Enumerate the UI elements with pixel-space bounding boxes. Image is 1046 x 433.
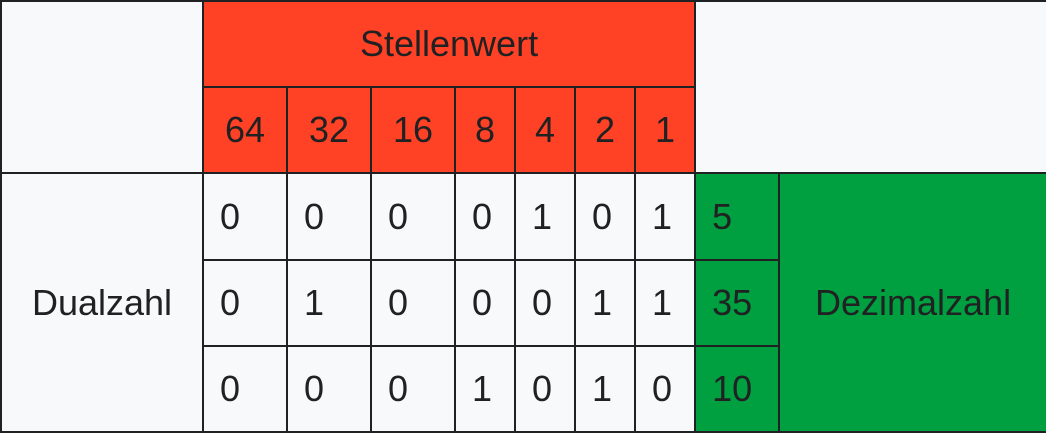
bit-cell: 0 [286, 345, 372, 433]
bit-cell: 0 [454, 172, 516, 261]
bit-cell: 0 [370, 259, 456, 347]
place-value-cell: 16 [370, 86, 456, 174]
place-value-cell: 64 [202, 86, 288, 174]
table-row: Dualzahl 0 0 0 0 1 0 1 5 Dezimalzahl [0, 172, 1046, 433]
bit-cell: 0 [574, 172, 636, 261]
bit-cell: 0 [514, 345, 576, 433]
empty-corner-right [694, 0, 1046, 174]
bit-cell: 1 [574, 345, 636, 433]
decimal-value-cell: 35 [694, 259, 781, 347]
bit-cell: 0 [633, 345, 697, 433]
decimal-value-cell: 5 [694, 172, 781, 261]
bit-cell: 0 [202, 345, 288, 433]
place-value-cell: 32 [286, 86, 372, 174]
table-row: 0 0 0 1 0 1 0 10 [1, 345, 1046, 433]
bit-cell: 0 [370, 345, 456, 433]
bit-cell: 0 [202, 259, 288, 347]
stellenwert-header: Stellenwert [201, 0, 697, 88]
bit-cell: 1 [633, 259, 697, 347]
dualzahl-label: Dualzahl [0, 172, 204, 433]
header-row-title: Stellenwert [0, 0, 1046, 174]
bit-cell: 1 [454, 345, 516, 433]
bit-cell: 0 [286, 172, 372, 261]
place-value-cell: 8 [454, 86, 516, 174]
place-value-cell: 2 [574, 86, 636, 174]
decimal-value-cell: 10 [694, 345, 781, 433]
bit-cell: 1 [633, 172, 697, 261]
table-row: 0 1 0 0 0 1 1 35 [1, 259, 1046, 347]
bit-cell: 1 [514, 172, 576, 261]
empty-corner-left [0, 0, 204, 174]
bit-cell: 1 [286, 259, 372, 347]
bit-cell: 0 [454, 259, 516, 347]
bit-cell: 0 [514, 259, 576, 347]
dezimalzahl-label: Dezimalzahl [778, 172, 1046, 433]
bit-cell: 0 [370, 172, 456, 261]
bit-cell: 1 [574, 259, 636, 347]
place-value-cell: 4 [514, 86, 576, 174]
place-value-cell: 1 [633, 86, 697, 174]
header-row-place-values: 64 32 16 8 4 2 1 [1, 86, 1046, 174]
bit-cell: 0 [202, 172, 288, 261]
